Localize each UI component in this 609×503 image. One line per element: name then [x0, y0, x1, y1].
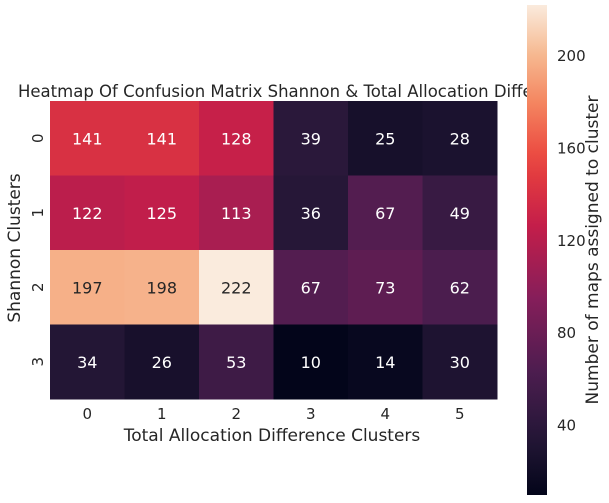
- heatmap-cell-r3-c3: [273, 324, 349, 400]
- colorbar-gradient: [527, 5, 547, 495]
- heatmap-cell-r0-c3: [273, 101, 349, 176]
- cell-value-r0-c3: 39: [301, 129, 321, 148]
- x-axis-ticks: 0 1 2 3 4 5: [82, 405, 464, 423]
- colorbar-tick-label-1: 80: [557, 324, 576, 342]
- chart-title: Heatmap Of Confusion Matrix Shannon & To…: [18, 82, 609, 101]
- heatmap-cell-r1-c5: [422, 175, 498, 251]
- cell-value-r1-c4: 67: [375, 204, 395, 223]
- x-tick-label-3: 3: [306, 405, 316, 423]
- cell-value-r1-c5: 49: [450, 204, 470, 223]
- heatmap-cell-r3-c2: [199, 324, 274, 400]
- heatmap-cell-r3-c5: [422, 324, 498, 400]
- colorbar: 40 80 120 160 200 Number of maps assigned to…: [527, 5, 603, 495]
- heatmap-cell-r2-c0: [50, 250, 125, 325]
- heatmap-cell-r1-c1: [124, 175, 200, 251]
- cell-value-r3-c1: 26: [152, 353, 172, 372]
- cell-value-r1-c0: 122: [72, 204, 103, 223]
- heatmap-cell-r1-c4: [348, 175, 423, 251]
- heatmap-cell-r3-c4: [348, 324, 423, 400]
- cell-value-r1-c3: 36: [301, 204, 321, 223]
- cell-value-r3-c2: 53: [226, 353, 246, 372]
- y-tick-label-1: 1: [29, 208, 47, 218]
- heatmap-cell-r0-c5: [422, 101, 498, 176]
- cell-value-r0-c5: 28: [450, 129, 470, 148]
- cell-value-r2-c3: 67: [301, 278, 321, 297]
- cell-value-r0-c0: 141: [72, 129, 103, 148]
- heatmap-cell-r1-c3: [273, 175, 349, 251]
- heatmap-cell-r0-c2: [199, 101, 274, 176]
- colorbar-tick-label-4: 200: [557, 47, 586, 65]
- cell-value-r2-c2: 222: [221, 278, 252, 297]
- cell-value-r0-c4: 25: [375, 129, 395, 148]
- x-tick-label-0: 0: [82, 405, 92, 423]
- heatmap-cell-r2-c2: [199, 250, 274, 325]
- colorbar-label: Number of maps assigned to cluster: [583, 96, 603, 405]
- y-tick-label-2: 2: [29, 282, 47, 292]
- cell-value-r0-c2: 128: [221, 129, 252, 148]
- heatmap-cell-r2-c3: [273, 250, 349, 325]
- heatmap-cell-r2-c4: [348, 250, 423, 325]
- cell-value-r2-c5: 62: [450, 278, 470, 297]
- heatmap-cell-r1-c0: [50, 175, 125, 251]
- cell-value-r2-c0: 197: [72, 278, 103, 297]
- cell-value-r1-c2: 113: [221, 204, 252, 223]
- heatmap-cell-r3-c0: [50, 324, 125, 400]
- heatmap-cell-r3-c1: [124, 324, 200, 400]
- heatmap-cells: [50, 101, 498, 400]
- colorbar-ticks: 40 80 120 160 200: [557, 47, 586, 435]
- x-tick-label-4: 4: [380, 405, 390, 423]
- cell-value-r1-c1: 125: [146, 204, 177, 223]
- colorbar-tick-label-0: 40: [557, 417, 576, 435]
- x-axis-label: Total Allocation Difference Clusters: [123, 426, 421, 446]
- y-tick-label-0: 0: [29, 133, 47, 143]
- cell-value-r3-c4: 14: [375, 353, 395, 372]
- colorbar-tick-label-2: 120: [557, 232, 586, 250]
- cell-value-r3-c3: 10: [301, 353, 321, 372]
- y-axis-ticks: 0 1 2 3: [29, 133, 47, 366]
- cell-value-r2-c4: 73: [375, 278, 395, 297]
- y-axis-label: Shannon Clusters: [5, 173, 25, 322]
- x-tick-label-5: 5: [455, 405, 465, 423]
- x-tick-label-2: 2: [231, 405, 241, 423]
- cell-value-r2-c1: 198: [146, 278, 177, 297]
- cell-value-r3-c5: 30: [450, 353, 470, 372]
- cell-value-r0-c1: 141: [146, 129, 177, 148]
- heatmap-cell-r2-c5: [422, 250, 498, 325]
- heatmap-cell-r0-c4: [348, 101, 423, 176]
- heatmap-cell-r0-c1: [124, 101, 200, 176]
- heatmap-cell-r2-c1: [124, 250, 200, 325]
- colorbar-tick-label-3: 160: [557, 139, 586, 157]
- heatmap-cell-r0-c0: [50, 101, 125, 176]
- x-tick-label-1: 1: [157, 405, 167, 423]
- heatmap-cell-r1-c2: [199, 175, 274, 251]
- cell-value-r3-c0: 34: [77, 353, 97, 372]
- y-tick-label-3: 3: [29, 357, 47, 367]
- cell-value-labels: 141 141 128 39 25 28 122 125 113 36 67 49 197 198 222 6…: [72, 129, 470, 372]
